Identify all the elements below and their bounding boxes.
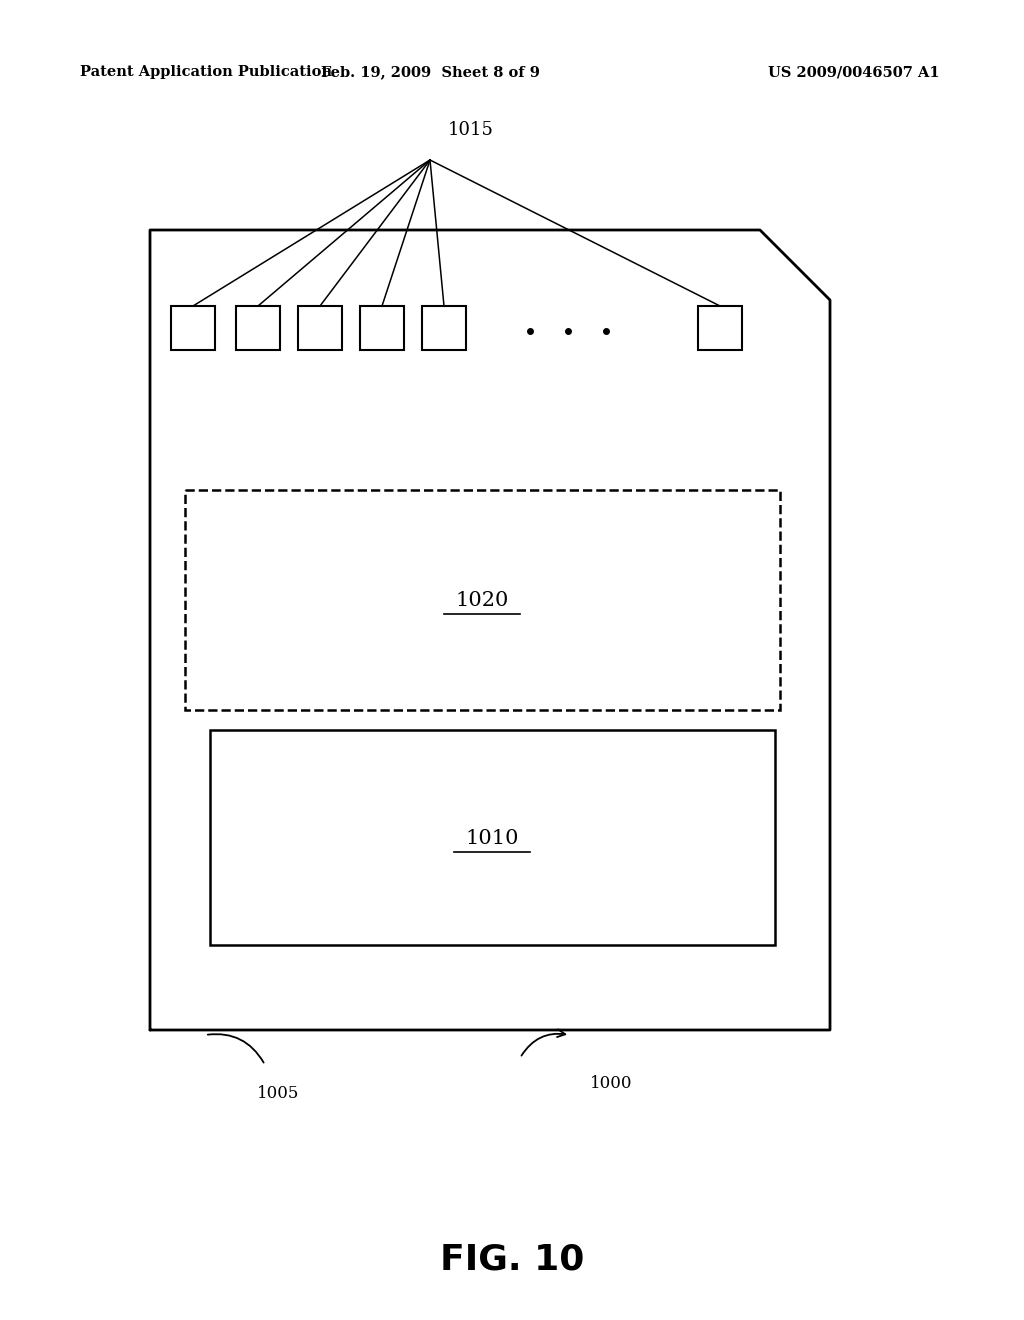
Text: Feb. 19, 2009  Sheet 8 of 9: Feb. 19, 2009 Sheet 8 of 9 [321,65,540,79]
Text: US 2009/0046507 A1: US 2009/0046507 A1 [768,65,940,79]
Bar [298,306,342,350]
Text: FIG. 10: FIG. 10 [440,1243,584,1276]
Bar [210,730,775,945]
Bar [171,306,215,350]
Bar [185,490,780,710]
Bar [360,306,404,350]
Text: Patent Application Publication: Patent Application Publication [80,65,332,79]
Text: 1015: 1015 [449,121,494,139]
Text: 1005: 1005 [257,1085,299,1102]
Bar [698,306,742,350]
Text: 1010: 1010 [465,829,519,847]
Text: 1020: 1020 [456,590,509,610]
Bar [236,306,280,350]
Text: 1000: 1000 [590,1074,633,1092]
Bar [422,306,466,350]
